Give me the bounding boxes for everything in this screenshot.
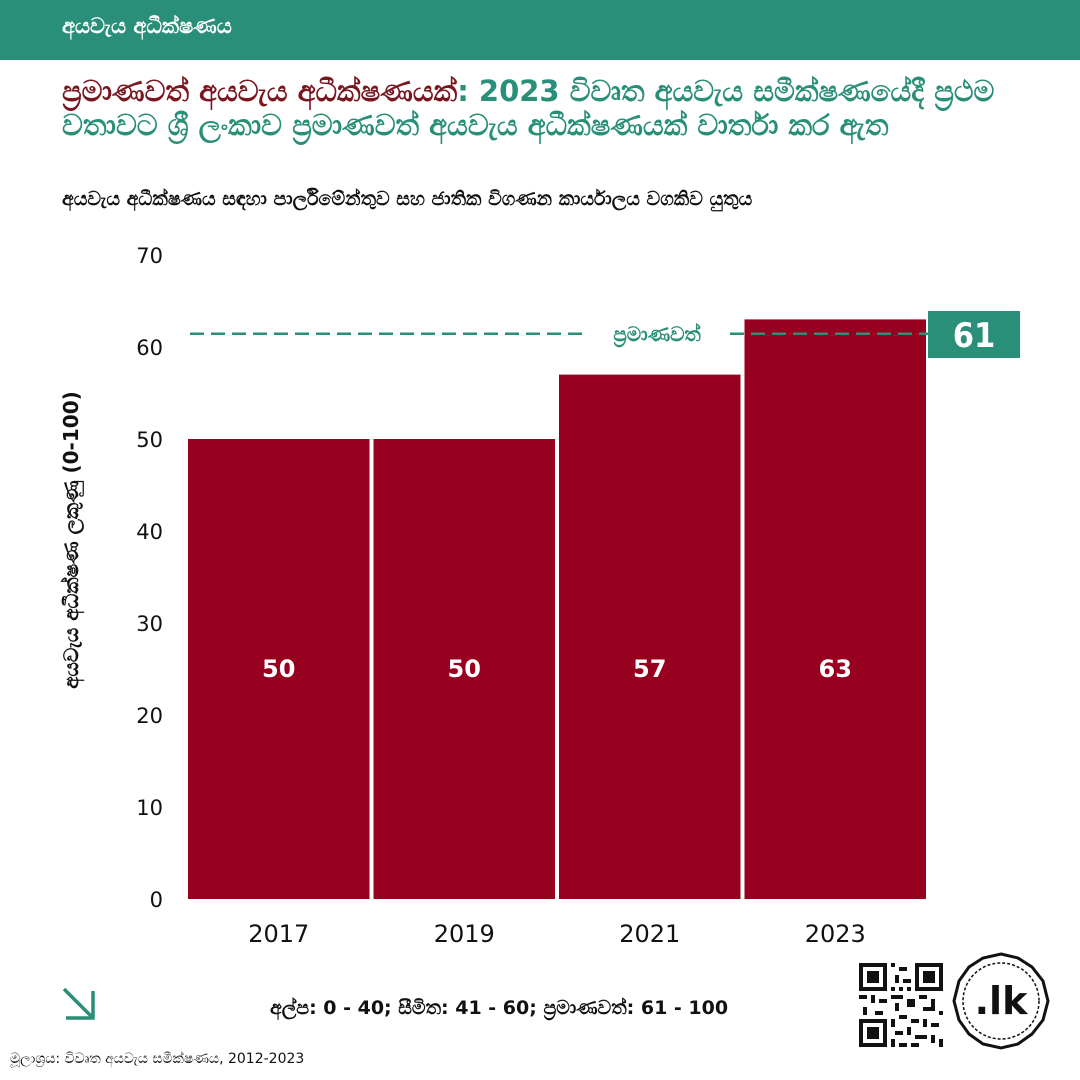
bar-value-label: 50 [448, 655, 481, 683]
arrow-down-right-icon [62, 987, 95, 1020]
reference-value-label: 61 [953, 316, 996, 356]
bar [559, 374, 741, 900]
y-tick-label: 30 [136, 612, 163, 636]
reference-line-label: ප්‍රමාණවත් [613, 322, 702, 349]
bar-chart: 0 10 20 30 40 50 60 70 50 2017 50 2019 57 2021 63 2023 ප… [136, 244, 1020, 948]
logo-text: .lk [975, 979, 1028, 1023]
source-note: මූලාශ්‍රය: විවෘත අයවැය සමීක්ෂණය, 2012-20… [10, 1051, 305, 1067]
lk-logo: .lk [952, 952, 1050, 1050]
x-tick-label: 2019 [434, 920, 495, 948]
bar-value-label: 57 [633, 655, 666, 683]
y-tick-label: 50 [136, 428, 163, 452]
chart-subtitle: අයවැය අධීක්ෂණය සඳහා පාර්ලිමේන්තුව සහ ජාත… [62, 188, 753, 210]
y-tick-label: 0 [150, 888, 163, 912]
bar-value-label: 63 [819, 655, 852, 683]
y-tick-label: 10 [136, 796, 163, 820]
x-tick-label: 2021 [619, 920, 680, 948]
y-tick-label: 20 [136, 704, 163, 728]
score-range-legend: අල්ප: 0 - 40; සීමිත: 41 - 60; ප්‍රමාණවත්… [270, 997, 729, 1019]
headline: ප්‍රමාණවත් අයවැය අධීක්ෂණයක්: 2023 විවෘත … [62, 74, 1042, 142]
x-tick-label: 2023 [805, 920, 866, 948]
section-title: අයවැය අධීක්ෂණය [62, 14, 232, 38]
bar [373, 439, 555, 899]
lk-logo-badge: .lk [952, 952, 1050, 1050]
top-banner: අයවැය අධීක්ෂණය [0, 0, 1080, 60]
headline-highlight: ප්‍රමාණවත් අයවැය අධීක්ෂණයක් [62, 74, 458, 108]
bar [188, 439, 370, 899]
bar-value-label: 50 [262, 655, 295, 683]
headline-rest: : 2023 විවෘත අයවැය සමීක්ෂණයේදී ප්‍රථම වත… [62, 74, 995, 142]
y-tick-label: 40 [136, 520, 163, 544]
bar [744, 319, 926, 899]
qr-code-icon[interactable] [859, 963, 943, 1047]
x-tick-label: 2017 [248, 920, 309, 948]
y-tick-label: 70 [136, 244, 163, 268]
y-tick-label: 60 [136, 336, 163, 360]
reference-value-badge [928, 311, 1020, 358]
